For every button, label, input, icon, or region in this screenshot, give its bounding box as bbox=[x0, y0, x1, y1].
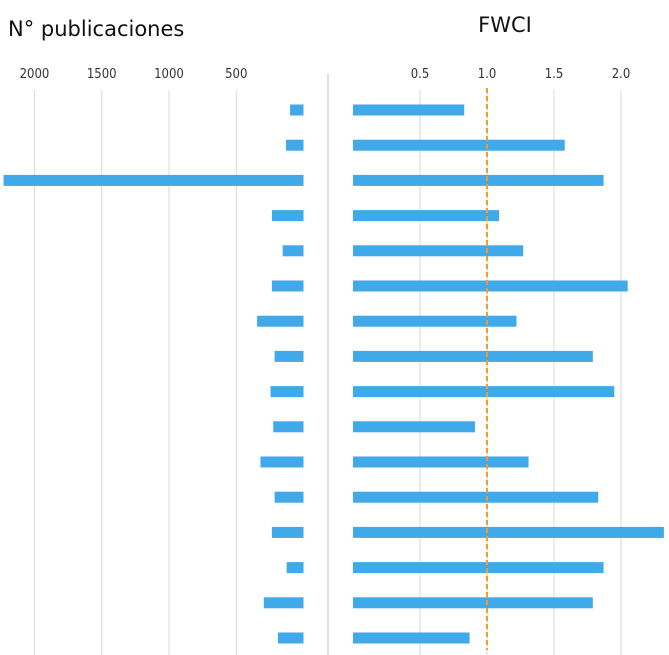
left-bar bbox=[273, 421, 304, 433]
right-chart-title: FWCI bbox=[478, 13, 532, 37]
left-bar bbox=[270, 386, 304, 398]
right-bar bbox=[353, 104, 465, 116]
right-bar bbox=[353, 562, 604, 574]
right-bar bbox=[353, 315, 517, 327]
left-bar bbox=[286, 562, 304, 574]
left-gridlines bbox=[34, 90, 237, 655]
left-bar bbox=[260, 456, 304, 468]
left-bar bbox=[271, 210, 304, 222]
right-bar bbox=[353, 280, 628, 292]
left-bar bbox=[274, 491, 304, 503]
right-bar bbox=[353, 421, 475, 433]
left-bar bbox=[257, 315, 304, 327]
right-bar bbox=[353, 174, 604, 186]
left-bar bbox=[290, 104, 304, 116]
left-bar bbox=[3, 174, 304, 186]
left-bar bbox=[271, 280, 304, 292]
left-tick-label: 2000 bbox=[20, 67, 50, 82]
right-bar bbox=[353, 526, 664, 538]
right-bar bbox=[353, 350, 593, 362]
left-bar bbox=[271, 526, 304, 538]
left-bar bbox=[274, 350, 304, 362]
left-bar bbox=[286, 139, 304, 151]
right-tick-label: 1.5 bbox=[545, 67, 564, 82]
right-bar bbox=[353, 386, 615, 398]
right-tick-label: 2.0 bbox=[612, 67, 631, 82]
right-bars bbox=[353, 104, 664, 644]
right-bar bbox=[353, 245, 524, 257]
right-bar bbox=[353, 210, 500, 222]
left-bar bbox=[277, 632, 304, 644]
right-bar bbox=[353, 632, 470, 644]
left-bar bbox=[263, 597, 304, 609]
left-tick-label: 1500 bbox=[87, 67, 117, 82]
right-tick-labels: 0.5 1.0 1.5 2.0 bbox=[411, 67, 631, 82]
left-tick-labels: 2000 1500 1000 500 bbox=[20, 67, 248, 82]
left-chart-title: N° publicaciones bbox=[8, 17, 184, 41]
left-tick-label: 500 bbox=[225, 67, 247, 82]
right-bar bbox=[353, 597, 593, 609]
right-tick-label: 1.0 bbox=[478, 67, 497, 82]
right-bar bbox=[353, 139, 565, 151]
left-bar bbox=[282, 245, 304, 257]
right-bar bbox=[353, 491, 599, 503]
left-tick-label: 1000 bbox=[154, 67, 184, 82]
right-bar bbox=[353, 456, 529, 468]
right-tick-label: 0.5 bbox=[411, 67, 430, 82]
left-bars bbox=[3, 104, 304, 644]
